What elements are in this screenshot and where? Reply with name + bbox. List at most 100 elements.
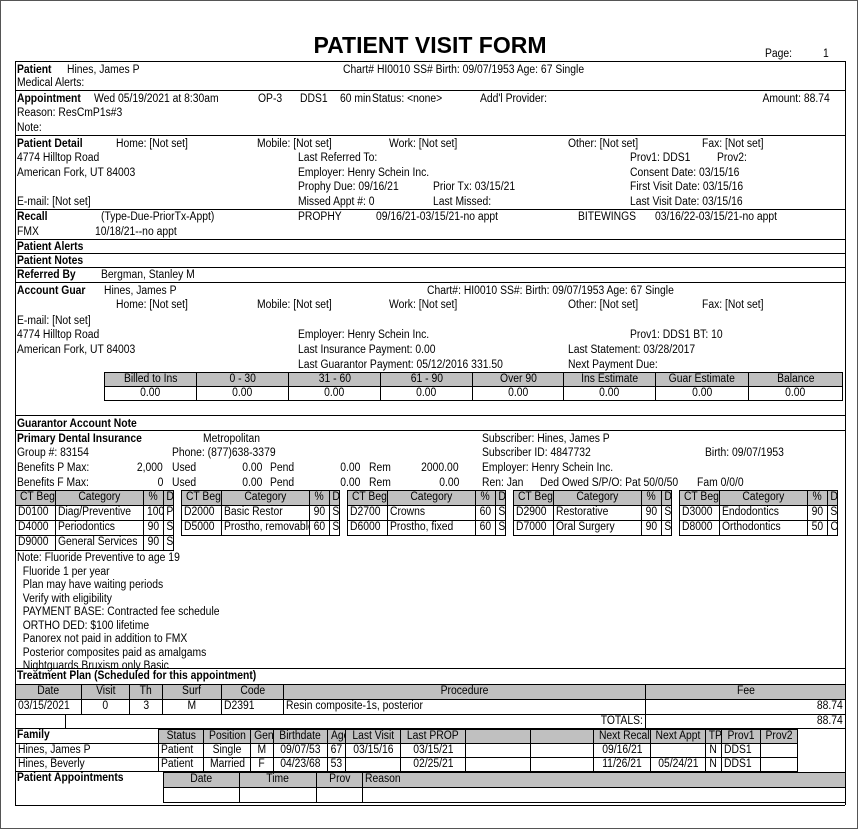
treatment-header-text: Code [240, 685, 265, 697]
family-header-text: Next Appt [655, 730, 701, 742]
coverage-cell-text: Oral Surgery [556, 521, 615, 533]
coverage-cell: 60 [309, 520, 330, 536]
family-cell [465, 743, 531, 758]
divider [15, 668, 845, 669]
family-cell-text: Married [209, 758, 245, 770]
family-cell: N [705, 757, 722, 772]
coverage-cell: Prostho, fixed [387, 520, 476, 536]
treatment-header: Th [129, 684, 163, 700]
coverage-cell: D3000 [679, 505, 720, 521]
aging-header: Billed to Ins [104, 372, 197, 387]
family-cell: N [705, 743, 722, 758]
coverage-cell-text: 90 [147, 521, 160, 533]
f-pend: 0.00 [339, 477, 360, 489]
f-used: 0.00 [241, 477, 262, 489]
guar-work: Work: [Not set] [389, 299, 458, 311]
family-header-text: Prov1 [727, 730, 755, 742]
missed-appt: Missed Appt #: 0 [298, 196, 375, 208]
family-cell-text: Hines, Beverly [18, 758, 85, 770]
recall-bitewings-label: BITEWINGS [578, 211, 637, 223]
family-cell: Married [203, 757, 251, 772]
coverage-header-text: D [332, 491, 340, 503]
family-header-text: Position [208, 730, 246, 742]
coverage-header-text: CT Beg [517, 491, 553, 503]
consent-date: Consent Date: 03/15/16 [630, 167, 740, 179]
coverage-cell: Prostho, removable [221, 520, 310, 536]
coverage-cell: 90 [807, 505, 828, 521]
coverage-header-text: D [166, 491, 174, 503]
aging-value-text: 0.00 [785, 387, 806, 399]
treatment-cell-text: 88.74 [817, 700, 843, 712]
treatment-cell-text: Resin composite-1s, posterior [286, 700, 423, 712]
coverage-header: D [661, 490, 672, 506]
coverage-header: CT Beg [15, 490, 56, 506]
coverage-cell: D0100 [15, 505, 56, 521]
family-cell: 02/25/21 [400, 757, 466, 772]
family-cell: 03/15/21 [400, 743, 466, 758]
last-referred: Last Referred To: [298, 152, 378, 164]
appointments-cell [239, 787, 317, 803]
family-cell-text: 09/07/53 [280, 744, 321, 756]
family-cell-text: 67 [330, 744, 343, 756]
aging-header: Guar Estimate [655, 372, 749, 387]
insurance-note-line: ORTHO DED: $100 lifetime [17, 619, 150, 632]
recall-header: (Type-Due-PriorTx-Appt) [101, 211, 215, 223]
coverage-cell-text: Endodontics [722, 506, 779, 518]
rem-label: Rem [369, 462, 391, 474]
family-cell: Hines, James P [15, 743, 159, 758]
p-used: 0.00 [241, 462, 262, 474]
totals-value-text: 88.74 [817, 715, 843, 727]
treatment-header-text: Visit [95, 685, 116, 697]
patient-appointments-label-text: Patient Appointments [17, 772, 124, 784]
aging-header: Ins Estimate [563, 372, 656, 387]
aging-header-text: 31 - 60 [318, 373, 351, 385]
coverage-cell-text: 90 [811, 506, 824, 518]
coverage-cell: Endodontics [719, 505, 808, 521]
coverage-cell: 60 [475, 520, 496, 536]
family-cell-text: Hines, James P [18, 744, 91, 756]
p-rem: 2000.00 [421, 462, 459, 474]
coverage-cell: D7000 [513, 520, 554, 536]
border-line [845, 61, 846, 805]
aging-value-text: 0.00 [324, 387, 345, 399]
aging-value-text: 0.00 [232, 387, 253, 399]
coverage-header-text: CT Beg [351, 491, 387, 503]
family-header: Birthdate [273, 729, 328, 744]
coverage-cell-text: S [498, 506, 506, 518]
family-header-text: Prov2 [765, 730, 793, 742]
family-cell [650, 743, 706, 758]
totals-blank [15, 714, 66, 729]
family-cell [530, 757, 594, 772]
treatment-cell-text: 3 [143, 700, 149, 712]
family-cell: DDS1 [721, 743, 761, 758]
insurance-note-line: Panorex not paid in addition to FMX [17, 633, 188, 645]
border-line [15, 61, 16, 805]
deductible-owed: Ded Owed S/P/O: Pat 50/0/50 [540, 477, 679, 489]
p-pend: 0.00 [339, 462, 360, 474]
aging-header-text: Guar Estimate [668, 373, 736, 385]
insurance-label: Primary Dental Insurance [17, 433, 142, 445]
family-deductible: Fam 0/0/0 [697, 477, 744, 489]
coverage-cell-text: D2000 [184, 506, 215, 518]
family-cell: F [250, 757, 274, 772]
aging-value-text: 0.00 [691, 387, 713, 399]
coverage-cell-text: Basic Restor [224, 506, 283, 518]
coverage-cell-text: 90 [645, 521, 658, 533]
coverage-cell: S [827, 505, 838, 521]
aging-header-text: Billed to Ins [123, 373, 178, 385]
family-cell-text: Patient [161, 744, 194, 756]
subscriber: Subscriber: Hines, James P [482, 433, 610, 445]
appointments-header: Time [239, 772, 317, 788]
other-phone: Other: [Not set] [568, 138, 639, 150]
coverage-cell: D5000 [181, 520, 222, 536]
aging-header: Balance [748, 372, 843, 387]
aging-value: 0.00 [380, 386, 473, 401]
appointment-datetime: Wed 05/19/2021 at 8:30am [94, 93, 219, 105]
family-header [465, 729, 531, 744]
coverage-header: CT Beg [513, 490, 554, 506]
appointments-cell [362, 787, 846, 803]
treatment-cell-text: 0 [102, 700, 109, 712]
family-cell-text: N [709, 758, 718, 770]
family-cell-text: 02/25/21 [412, 758, 454, 770]
coverage-header-text: Category [244, 491, 287, 503]
